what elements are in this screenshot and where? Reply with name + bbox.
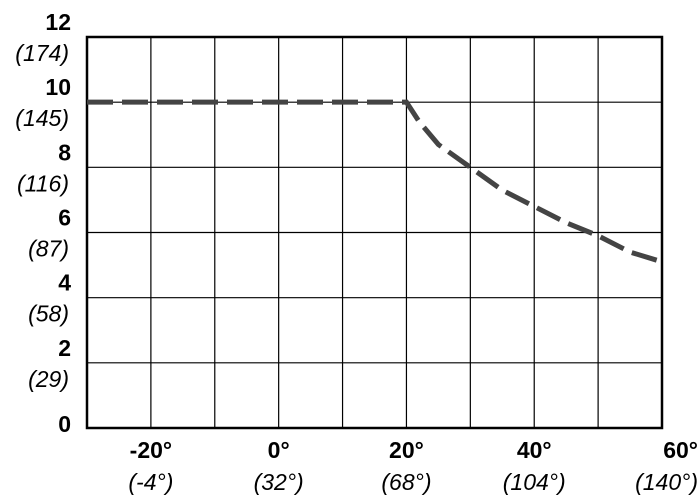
x-tick-sublabel: (-4°) — [128, 469, 173, 495]
x-tick-label: -20° — [130, 437, 172, 463]
x-tick-label: 40° — [517, 437, 552, 463]
y-tick-sublabel: (87) — [28, 236, 69, 262]
y-tick-label: 8 — [58, 139, 71, 165]
y-tick-label: 6 — [58, 205, 71, 231]
x-tick-sublabel: (68°) — [381, 469, 431, 495]
y-tick-sublabel: (58) — [28, 301, 69, 327]
y-tick-sublabel: (145) — [15, 105, 69, 131]
x-tick-sublabel: (104°) — [503, 469, 566, 495]
x-tick-sublabel: (32°) — [254, 469, 304, 495]
x-tick-label: 0° — [268, 437, 290, 463]
x-tick-label: 60° — [663, 437, 698, 463]
y-tick-label: 0 — [58, 411, 71, 437]
y-tick-sublabel: (174) — [15, 40, 69, 66]
y-tick-label: 4 — [58, 270, 71, 296]
x-tick-sublabel: (140°) — [635, 469, 698, 495]
y-tick-label: 2 — [58, 335, 71, 361]
y-tick-sublabel: (116) — [17, 170, 69, 196]
data-line — [87, 99, 663, 265]
plot-frame — [85, 35, 664, 430]
y-tick-label: 12 — [45, 9, 71, 35]
y-tick-label: 10 — [45, 74, 71, 100]
y-tick-sublabel: (29) — [28, 366, 69, 392]
x-tick-label: 20° — [389, 437, 424, 463]
